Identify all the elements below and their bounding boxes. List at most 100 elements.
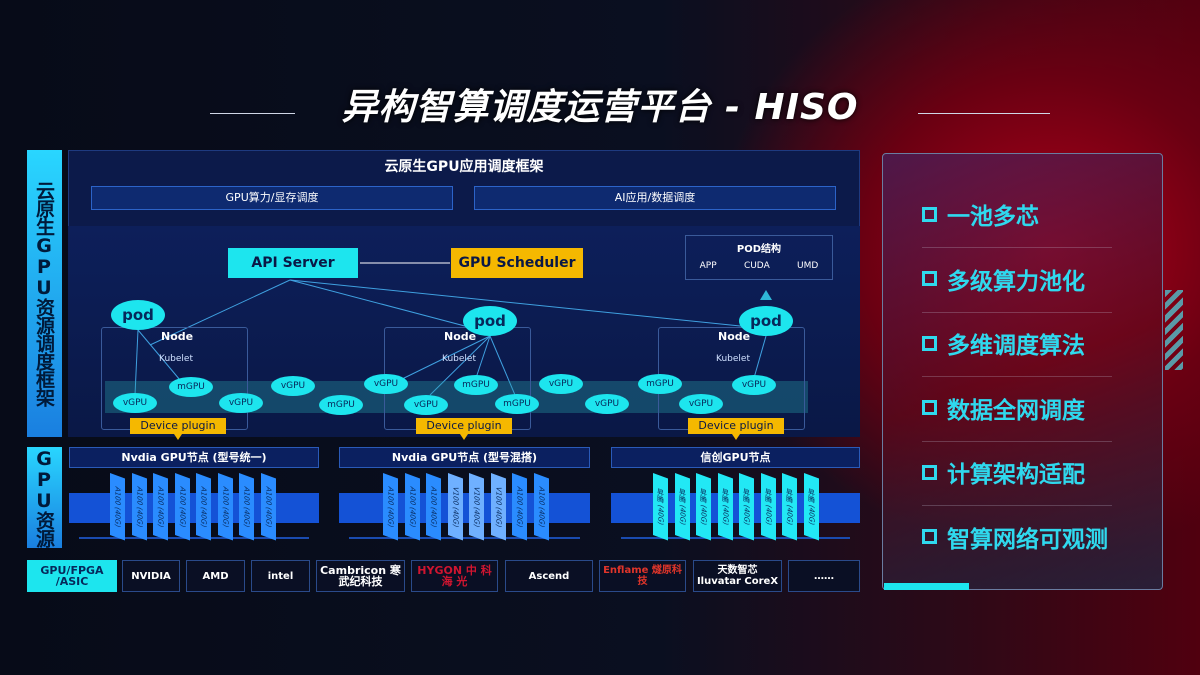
kubelet-label: Kubelet	[159, 354, 193, 364]
gpu-compute-box: GPU算力/显存调度	[91, 186, 453, 210]
gpu-chip: 昇腾 (40G)	[717, 473, 733, 541]
arrow-down-icon	[174, 434, 182, 440]
vendor-more: ……	[788, 560, 860, 592]
virtual-gpu-ellipse: vGPU	[271, 376, 315, 396]
virtual-gpu-ellipse: vGPU	[219, 393, 263, 413]
virtual-gpu-ellipse: mGPU	[638, 374, 682, 394]
gpu-node-band	[69, 493, 319, 523]
gpu-chip: A100 (40G)	[512, 473, 527, 541]
page-title: 异构智算调度运营平台 - HISO	[341, 87, 859, 128]
pod-item-cuda: CUDA	[743, 261, 770, 271]
virtual-gpu-ellipse: vGPU	[364, 374, 408, 394]
gpu-chip: A100 (40G)	[239, 473, 254, 541]
gpu-scheduler-box: GPU Scheduler	[451, 248, 583, 278]
gpu-chip: 昇腾 (40G)	[674, 473, 690, 541]
gpu-chip: 昇腾 (40G)	[653, 473, 668, 541]
checkbox-square-icon	[922, 271, 937, 286]
vendor-ascend-logo: Ascend	[505, 560, 593, 592]
features-panel	[882, 153, 1163, 590]
virtual-gpu-ellipse: vGPU	[539, 374, 583, 394]
gpu-chip: A100 (40G)	[153, 473, 168, 541]
gpu-chip: A100 (40G)	[174, 473, 190, 541]
vendor-nvidia-logo: NVIDIA	[122, 560, 180, 592]
gpu-chip: A100 (40G)	[217, 473, 233, 541]
vendor-cambricon-logo: Cambricon 寒武纪科技	[316, 560, 405, 592]
virtual-gpu-ellipse: vGPU	[732, 375, 776, 395]
pod-ellipse: pod	[739, 306, 793, 336]
title-line-right	[918, 113, 1050, 114]
checkbox-square-icon	[922, 335, 937, 351]
virtual-gpu-ellipse: mGPU	[495, 394, 539, 414]
checkbox-square-icon	[922, 206, 937, 222]
gpu-node-base	[349, 537, 580, 539]
feature-separator	[922, 247, 1112, 248]
gpu-chip: A100 (40G)	[110, 473, 125, 541]
feature-label: 多级算力池化	[947, 268, 1085, 295]
vendor-iluvatar-logo: 天数智芯 Iluvatar CoreX	[693, 560, 782, 592]
pod-structure-box: POD结构 APP CUDA UMD	[685, 235, 833, 280]
vendor-intel-logo: intel	[251, 560, 310, 592]
pod-item-umd: UMD	[797, 261, 819, 271]
feature-item: 多维调度算法	[922, 326, 1085, 360]
virtual-gpu-ellipse: vGPU	[404, 395, 448, 415]
gpu-node-base	[79, 537, 309, 539]
gpu-node-band	[611, 493, 860, 523]
gpu-chip: 昇腾 (40G)	[803, 473, 819, 541]
feature-separator	[922, 505, 1112, 506]
gpu-chip: A100 (40G)	[196, 473, 211, 541]
virtual-gpu-ellipse: vGPU	[585, 394, 629, 414]
gpu-node-header: Nvdia GPU节点 (型号统一)	[69, 447, 319, 468]
gpu-chip: A100 (40G)	[383, 473, 398, 541]
pod-structure-title: POD结构	[736, 244, 782, 255]
device-plugin-box: Device plugin	[688, 418, 784, 434]
pod-item-app: APP	[699, 261, 717, 271]
device-plugin-box: Device plugin	[130, 418, 226, 434]
kubelet-label: Kubelet	[442, 354, 476, 364]
vendor-category-label: GPU/FPGA /ASIC	[27, 560, 117, 592]
gpu-chip: V100 (40G)	[447, 473, 463, 541]
framework-title: 云原生GPU应用调度框架	[384, 159, 544, 175]
feature-separator	[922, 311, 1112, 313]
pod-ellipse: pod	[111, 300, 165, 330]
checkbox-square-icon	[922, 464, 937, 480]
pod-ellipse: pod	[463, 306, 517, 336]
gpu-chip: 昇腾 (40G)	[739, 473, 754, 541]
gpu-chip: A100 (40G)	[131, 473, 147, 541]
ai-data-box: AI应用/数据调度	[474, 186, 836, 210]
title-line-left	[210, 113, 295, 114]
decor-stripes	[1165, 290, 1183, 370]
feature-label: 一池多芯	[947, 204, 1039, 230]
virtual-gpu-ellipse: mGPU	[319, 395, 363, 415]
vendor-hygon-logo: HYGON 中 科 海 光	[411, 560, 498, 592]
gpu-chip: A100 (40G)	[404, 473, 420, 541]
virtual-gpu-ellipse: vGPU	[679, 394, 723, 414]
node-label: Node	[444, 330, 477, 343]
virtual-gpu-ellipse: vGPU	[113, 393, 157, 413]
node-label: Node	[718, 330, 751, 343]
feature-label: 智算网络可观测	[947, 526, 1108, 553]
virtual-gpu-ellipse: mGPU	[454, 375, 498, 395]
vendor-amd-logo: AMD	[186, 560, 245, 592]
gpu-chip: A100 (40G)	[260, 473, 276, 541]
gpu-chip: V100 (40G)	[490, 473, 506, 541]
gpu-node-band	[339, 493, 590, 523]
api-server-box: API Server	[228, 248, 358, 278]
gpu-chip: 昇腾 (40G)	[760, 473, 776, 541]
virtual-gpu-ellipse: mGPU	[169, 377, 213, 397]
resources-side-label: GPU资源	[27, 447, 62, 548]
gpu-chip: 昇腾 (40G)	[782, 473, 797, 541]
checkbox-square-icon	[922, 400, 937, 415]
gpu-node-header: 信创GPU节点	[611, 447, 860, 468]
gpu-node-base	[621, 537, 850, 539]
feature-item: 数据全网调度	[922, 391, 1085, 425]
arrow-down-icon	[460, 434, 468, 440]
gpu-chip: V100 (40G)	[469, 473, 484, 541]
feature-label: 多维调度算法	[947, 333, 1085, 359]
vendor-enflame-logo: Enflame 燧原科技	[599, 560, 686, 592]
feature-label: 数据全网调度	[947, 397, 1085, 424]
feature-item: 智算网络可观测	[922, 520, 1108, 554]
gpu-chip: A100 (40G)	[426, 473, 441, 541]
feature-separator	[922, 440, 1112, 442]
feature-separator	[922, 376, 1112, 377]
